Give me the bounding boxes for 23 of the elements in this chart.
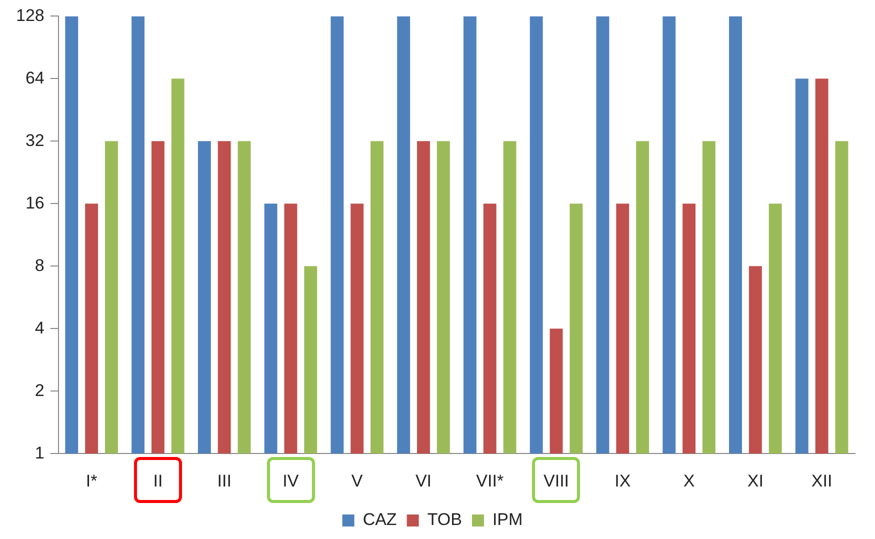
y-tick-label: 32 <box>25 130 44 150</box>
x-tick-label: III <box>217 471 232 490</box>
x-tick-label: X <box>683 471 695 490</box>
y-tick-label: 128 <box>16 6 44 25</box>
x-tick-label: IV <box>282 471 300 490</box>
x-tick-label: I* <box>86 471 98 490</box>
legend-label: IPM <box>492 510 523 530</box>
x-tick-label: XII <box>811 471 832 490</box>
y-tick-label: 64 <box>25 68 44 88</box>
x-tick-label: V <box>351 471 364 490</box>
x-tick-label: VI <box>415 471 432 490</box>
legend-label: CAZ <box>362 510 397 530</box>
y-tick-label: 1 <box>34 443 44 462</box>
x-tick-label: IX <box>614 471 631 490</box>
y-tick-label: 16 <box>25 193 44 212</box>
legend-label: TOB <box>427 510 462 530</box>
y-tick-label: 4 <box>34 318 44 338</box>
x-tick-label: VIII <box>544 471 570 490</box>
x-tick-label: VII* <box>476 471 504 490</box>
x-tick-label: II <box>153 471 163 490</box>
x-tick-label: XI <box>747 471 764 490</box>
y-tick-label: 2 <box>34 380 44 400</box>
y-tick-label: 8 <box>34 256 44 275</box>
